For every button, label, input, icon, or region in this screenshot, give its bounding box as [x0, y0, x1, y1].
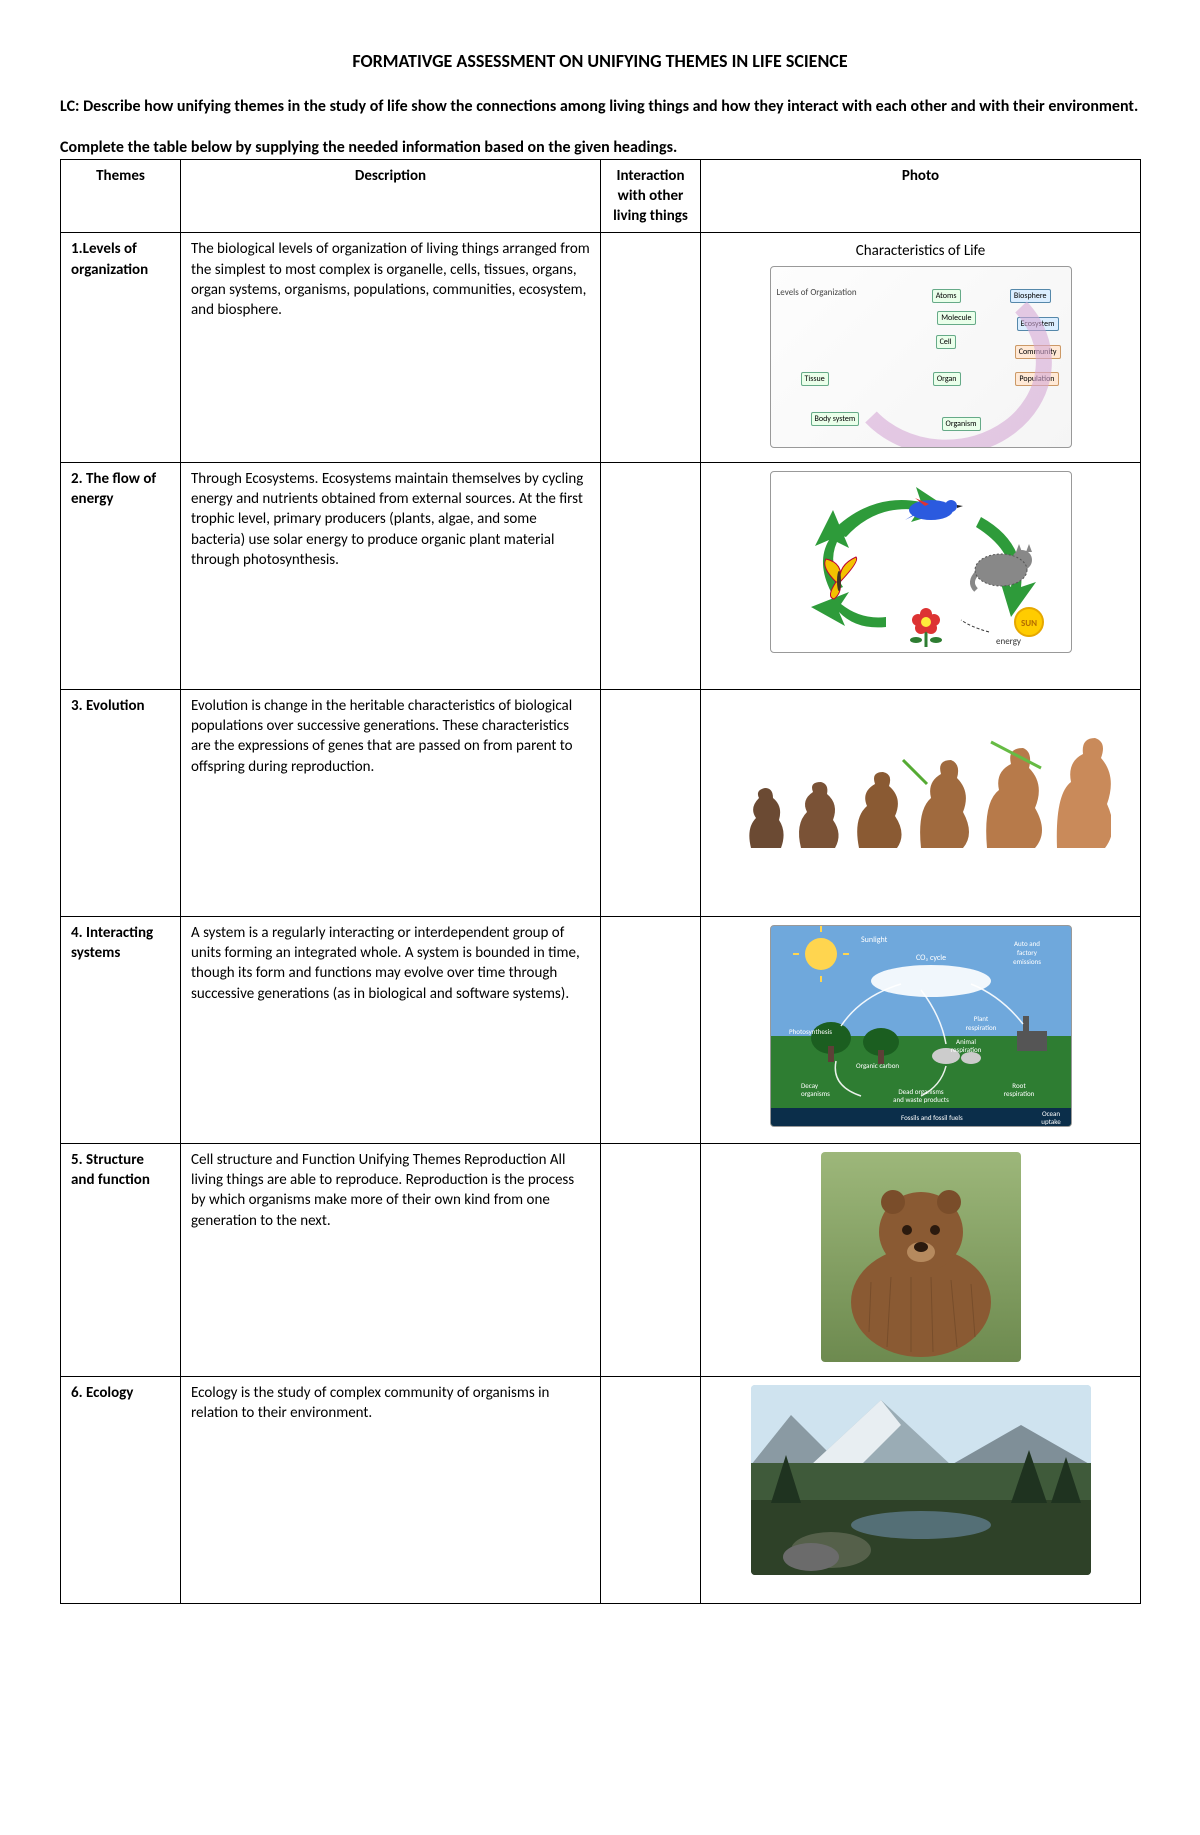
evolution-march-icon [731, 698, 1111, 868]
svg-text:and waste products: and waste products [893, 1095, 949, 1104]
svg-text:respiration: respiration [1003, 1089, 1034, 1098]
photo-cell: Characteristics of Life Levels of Organi… [701, 233, 1141, 463]
sun-label: SUN [1020, 618, 1036, 629]
svg-text:respiration: respiration [965, 1023, 996, 1032]
svg-text:CO₂ cycle: CO₂ cycle [915, 953, 945, 963]
svg-text:organisms: organisms [801, 1089, 830, 1098]
themes-table: Themes Description Interaction with othe… [60, 159, 1141, 1605]
interaction-cell [601, 689, 701, 916]
learning-competency: LC: Describe how unifying themes in the … [60, 96, 1140, 118]
svg-text:emissions: emissions [1013, 957, 1041, 966]
theme-cell: 5. Structure and function [61, 1143, 181, 1376]
photo-cell [701, 1143, 1141, 1376]
svg-text:Photosynthesis: Photosynthesis [789, 1027, 832, 1036]
description-cell: Through Ecosystems. Ecosystems maintain … [181, 462, 601, 689]
photo-cell [701, 689, 1141, 916]
description-cell: A system is a regularly interacting or i… [181, 916, 601, 1143]
photo-cell: SUN energy [701, 462, 1141, 689]
description-cell: Cell structure and Function Unifying The… [181, 1143, 601, 1376]
header-photo: Photo [701, 159, 1141, 233]
carbon-cycle-icon: CO₂ cycle Sunlight Auto and factory emis… [770, 925, 1072, 1127]
photo-caption: Characteristics of Life [709, 241, 1132, 261]
theme-cell: 1.Levels of organization [61, 233, 181, 463]
theme-cell: 4. Interacting systems [61, 916, 181, 1143]
table-row: 5. Structure and function Cell structure… [61, 1143, 1141, 1376]
svg-text:Plant: Plant [973, 1014, 988, 1023]
table-row: 3. Evolution Evolution is change in the … [61, 689, 1141, 916]
energy-label: energy [996, 636, 1022, 647]
svg-text:Fossils and fossil fuels: Fossils and fossil fuels [901, 1113, 963, 1122]
energy-flow-icon: SUN energy [770, 471, 1072, 653]
description-cell: Ecology is the study of complex communit… [181, 1377, 601, 1604]
theme-cell: 6. Ecology [61, 1377, 181, 1604]
svg-text:factory: factory [1017, 948, 1038, 957]
description-cell: The biological levels of organization of… [181, 233, 601, 463]
photo-cell: CO₂ cycle Sunlight Auto and factory emis… [701, 916, 1141, 1143]
bear-photo-icon [821, 1152, 1021, 1362]
table-header-row: Themes Description Interaction with othe… [61, 159, 1141, 233]
table-row: 6. Ecology Ecology is the study of compl… [61, 1377, 1141, 1604]
instruction-text: Complete the table below by supplying th… [60, 138, 1140, 157]
svg-text:uptake: uptake [1041, 1117, 1061, 1126]
interaction-cell [601, 462, 701, 689]
theme-cell: 2. The flow of energy [61, 462, 181, 689]
table-row: 2. The flow of energy Through Ecosystems… [61, 462, 1141, 689]
landscape-photo-icon [751, 1385, 1091, 1575]
page-title: FORMATIVGE ASSESSMENT ON UNIFYING THEMES… [60, 50, 1140, 72]
interaction-cell [601, 916, 701, 1143]
svg-text:respiration: respiration [950, 1045, 981, 1054]
photo-cell [701, 1377, 1141, 1604]
interaction-cell [601, 1143, 701, 1376]
table-row: 4. Interacting systems A system is a reg… [61, 916, 1141, 1143]
description-cell: Evolution is change in the heritable cha… [181, 689, 601, 916]
svg-text:Auto and: Auto and [1014, 939, 1040, 948]
interaction-cell [601, 1377, 701, 1604]
header-interaction: Interaction with other living things [601, 159, 701, 233]
theme-cell: 3. Evolution [61, 689, 181, 916]
levels-diagram-icon: Levels of Organization Atoms Biosphere M… [770, 266, 1072, 448]
interaction-cell [601, 233, 701, 463]
table-row: 1.Levels of organization The biological … [61, 233, 1141, 463]
svg-text:Sunlight: Sunlight [861, 935, 888, 945]
header-themes: Themes [61, 159, 181, 233]
svg-text:Organic carbon: Organic carbon [856, 1061, 899, 1070]
header-description: Description [181, 159, 601, 233]
